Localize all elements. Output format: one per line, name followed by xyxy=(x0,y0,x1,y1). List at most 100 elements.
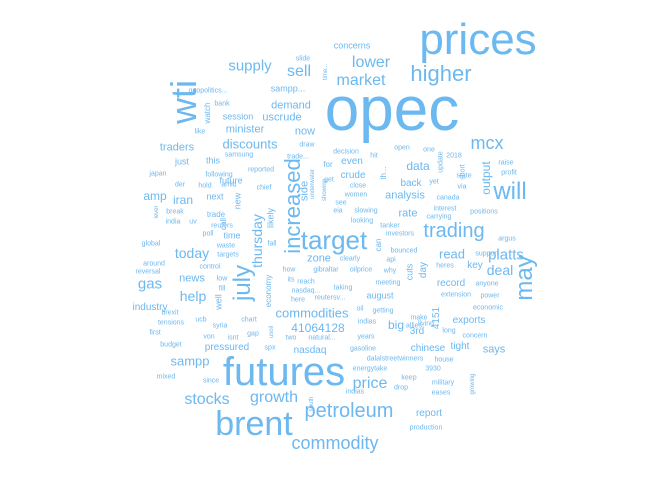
word: day xyxy=(418,261,429,279)
word: platts xyxy=(488,246,524,264)
word: reutersv... xyxy=(314,294,346,302)
word: chinese xyxy=(410,343,446,354)
word: future xyxy=(219,175,243,186)
word: mixed xyxy=(156,373,176,381)
word: rate xyxy=(398,207,418,220)
word: slowing xyxy=(354,207,378,215)
word: how xyxy=(282,266,296,274)
word: lever xyxy=(154,205,160,219)
word: poll xyxy=(202,230,214,238)
word: energytake xyxy=(352,365,388,373)
word: fall xyxy=(267,240,277,248)
word: sampp xyxy=(170,353,210,369)
word: looking xyxy=(350,217,374,225)
word: pressured xyxy=(204,342,250,353)
word: report xyxy=(415,408,443,419)
word: crude xyxy=(340,170,366,181)
word: anyone xyxy=(475,280,499,288)
word: budget xyxy=(160,341,182,349)
word: even xyxy=(341,156,363,167)
word: increased xyxy=(280,158,305,254)
word: higher xyxy=(410,61,472,86)
word: argus xyxy=(498,235,516,243)
word: trade xyxy=(206,210,226,219)
word: keep xyxy=(401,374,417,382)
word: positions xyxy=(470,208,498,216)
word: underwater xyxy=(310,168,316,200)
word: nasdaq xyxy=(293,345,327,356)
word: open xyxy=(394,144,410,152)
word: eases xyxy=(431,389,451,397)
word: 41064128 xyxy=(291,321,345,335)
word: reported xyxy=(247,166,275,174)
word: watch xyxy=(203,102,212,124)
word: indias xyxy=(345,388,365,396)
word: here xyxy=(290,296,306,304)
word: around xyxy=(143,260,165,268)
word: futures xyxy=(222,350,346,394)
word: thursday xyxy=(249,214,265,268)
word: investors xyxy=(385,230,415,238)
word: hit xyxy=(370,152,378,160)
word: reuters xyxy=(211,222,233,230)
word: one xyxy=(423,146,435,154)
word: analysis xyxy=(385,189,425,202)
word: ucb xyxy=(195,316,207,324)
word: meeting xyxy=(375,279,401,287)
word: economy xyxy=(264,274,273,308)
word: commodities xyxy=(275,305,349,321)
word: sell xyxy=(286,63,312,80)
word: target xyxy=(300,225,368,255)
word: decision xyxy=(333,148,359,156)
word: control xyxy=(199,263,221,271)
word: extension xyxy=(441,291,471,299)
word: data xyxy=(406,159,430,173)
word: gibraltar xyxy=(313,266,339,274)
word: von xyxy=(203,333,215,341)
word: tanker xyxy=(380,222,400,230)
word: new xyxy=(232,192,243,210)
word: targets xyxy=(217,251,239,259)
word: industry xyxy=(132,302,168,313)
word: output xyxy=(479,161,493,195)
word: following xyxy=(205,171,233,179)
word: close xyxy=(349,182,367,190)
word: japan xyxy=(149,170,167,178)
word: brexit xyxy=(161,309,179,317)
word: help xyxy=(179,288,207,304)
word: side xyxy=(298,180,311,202)
word: see xyxy=(335,199,347,207)
word: break xyxy=(166,208,184,216)
word: taking xyxy=(333,284,353,292)
word: profit xyxy=(501,169,517,177)
word: api xyxy=(386,256,396,264)
word: samsung xyxy=(224,151,254,159)
word: chief xyxy=(256,184,272,192)
word: for xyxy=(323,160,333,169)
word: just xyxy=(174,156,190,167)
word: opec xyxy=(324,75,460,144)
word: gap xyxy=(247,330,259,338)
word: production xyxy=(409,424,443,432)
word: reversal xyxy=(135,268,161,276)
word: trading xyxy=(423,220,485,242)
word: july xyxy=(229,264,256,302)
word: since xyxy=(202,377,220,385)
word: discounts xyxy=(222,136,278,152)
word: will xyxy=(493,178,527,205)
word: sampp... xyxy=(270,83,306,94)
word: gasoline xyxy=(349,345,377,353)
word: years xyxy=(357,333,375,341)
word: geopolitics... xyxy=(188,87,228,95)
word: likely xyxy=(265,207,276,229)
word: deal xyxy=(486,262,514,278)
word: this xyxy=(205,155,221,166)
word: minister xyxy=(225,123,265,136)
word: long xyxy=(442,327,456,335)
word: dalalstreetwinners xyxy=(366,355,424,363)
word: can xyxy=(374,238,383,252)
word: price xyxy=(352,375,388,392)
word: brent xyxy=(215,405,293,443)
word: yet xyxy=(429,178,439,186)
word: via xyxy=(457,183,467,191)
